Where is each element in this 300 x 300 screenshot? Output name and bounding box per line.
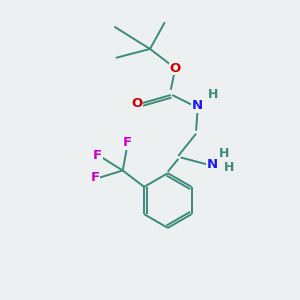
Text: H: H bbox=[208, 88, 218, 100]
Text: H: H bbox=[224, 161, 234, 174]
Text: F: F bbox=[90, 171, 99, 184]
Text: F: F bbox=[93, 149, 102, 162]
Text: N: N bbox=[207, 158, 218, 171]
Text: O: O bbox=[169, 62, 181, 75]
Text: F: F bbox=[123, 136, 132, 149]
Text: O: O bbox=[131, 98, 142, 110]
Text: N: N bbox=[192, 99, 203, 112]
Text: H: H bbox=[219, 147, 230, 160]
